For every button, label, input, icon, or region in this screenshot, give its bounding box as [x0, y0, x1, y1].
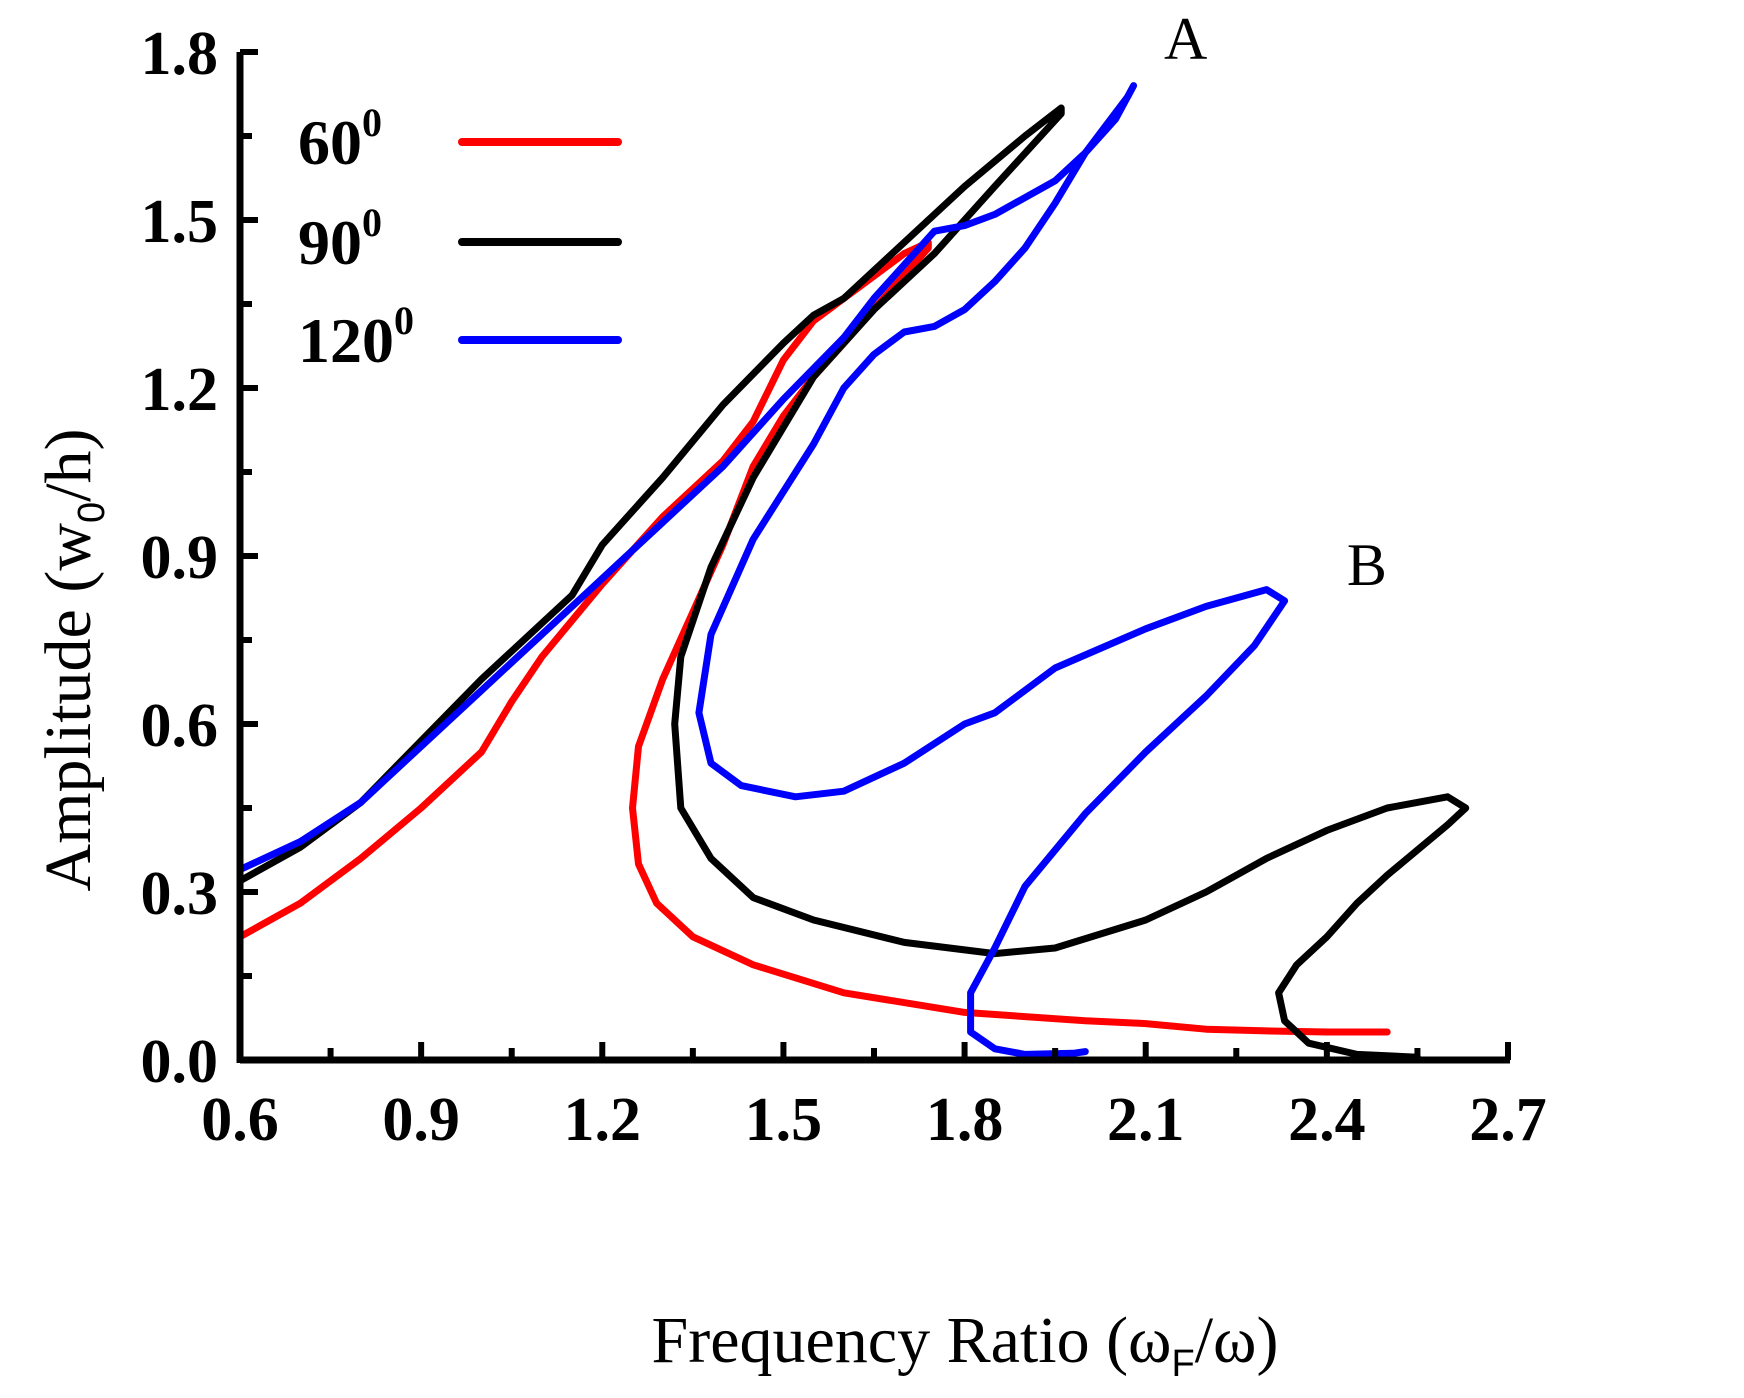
y-tick-label: 0.9 [141, 524, 219, 592]
series-120-curve [236, 82, 1289, 1058]
x-tick-label: 1.2 [564, 1086, 642, 1154]
x-tick-label: 0.6 [201, 1086, 279, 1154]
series-60-curve [236, 238, 1391, 1036]
axes [236, 52, 1510, 1064]
legend-label-90: 900 [298, 200, 382, 278]
x-axis-title: Frequency Ratio (ωF/ω) [652, 1304, 1279, 1385]
x-tick-label: 2.1 [1107, 1086, 1185, 1154]
x-tick-label: 2.4 [1288, 1086, 1366, 1154]
x-tick-label: 1.8 [926, 1086, 1004, 1154]
legend: 600 900 1200 [298, 100, 622, 376]
y-tick-label: 1.5 [141, 188, 219, 256]
annotations: AB [1164, 6, 1387, 598]
y-tick-label: 0.3 [141, 860, 219, 928]
y-tick-label: 1.8 [141, 20, 219, 88]
y-tick-label: 0.6 [141, 692, 219, 760]
x-tick-label: 1.5 [745, 1086, 823, 1154]
ticks: 0.6 0.9 1.2 1.5 1.8 2.1 2.4 2.7 0.0 0.3 0.6 0.9 1.2 1… [141, 20, 1547, 1154]
legend-label-60: 600 [298, 100, 382, 178]
annotation-A: A [1164, 6, 1207, 72]
y-axis-title: Amplitude (w0/h) [32, 429, 113, 892]
y-tick-label: 0.0 [141, 1028, 219, 1096]
annotation-B: B [1347, 532, 1387, 598]
x-tick-label: 0.9 [382, 1086, 460, 1154]
legend-label-120: 1200 [298, 298, 414, 376]
y-tick-label: 1.2 [141, 356, 219, 424]
series-90-curve [236, 104, 1470, 1061]
plot-curves [236, 82, 1470, 1061]
x-tick-label: 2.7 [1469, 1086, 1547, 1154]
